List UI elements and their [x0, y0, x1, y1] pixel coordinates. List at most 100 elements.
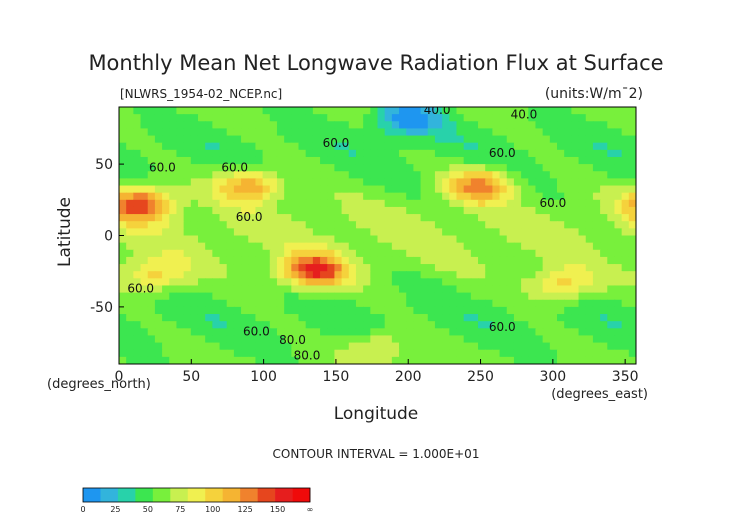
heatmap-cell	[205, 256, 213, 265]
heatmap-cell	[549, 306, 558, 315]
heatmap-cell	[133, 256, 142, 265]
heatmap-cell	[241, 199, 249, 208]
heatmap-cell	[162, 135, 170, 144]
heatmap-cell	[126, 228, 134, 237]
heatmap-cell	[600, 328, 608, 337]
heatmap-cell	[248, 328, 257, 337]
heatmap-cell	[276, 142, 285, 151]
heatmap-cell	[341, 228, 350, 237]
colorbar-tick-label: 25	[110, 505, 120, 514]
heatmap-cell	[564, 178, 572, 187]
heatmap-cell	[169, 156, 178, 165]
heatmap-cell	[470, 171, 479, 179]
heatmap-cell	[190, 214, 199, 222]
heatmap-cell	[564, 156, 572, 165]
heatmap-cell	[363, 314, 371, 322]
heatmap-cell	[269, 314, 278, 322]
heatmap-cell	[600, 206, 608, 215]
heatmap-cell	[284, 314, 292, 322]
heatmap-cell	[535, 292, 544, 301]
heatmap-cell	[355, 206, 364, 215]
heatmap-cell	[478, 199, 486, 208]
heatmap-cell	[399, 214, 407, 222]
heatmap-cell	[119, 114, 127, 122]
heatmap-cell	[513, 128, 522, 137]
heatmap-cell	[126, 235, 134, 244]
heatmap-cell	[162, 292, 170, 301]
heatmap-cell	[621, 221, 630, 229]
heatmap-cell	[212, 264, 221, 272]
heatmap-cell	[162, 249, 170, 258]
heatmap-cell	[442, 242, 450, 251]
heatmap-cell	[370, 271, 379, 279]
heatmap-cell	[126, 192, 134, 201]
heatmap-cell	[348, 285, 357, 294]
heatmap-cell	[363, 114, 371, 122]
heatmap-cell	[147, 214, 156, 222]
heatmap-cell	[269, 249, 278, 258]
heatmap-cell	[255, 149, 264, 158]
heatmap-cell	[348, 135, 357, 144]
heatmap-cell	[542, 149, 551, 158]
heatmap-cell	[542, 228, 551, 237]
heatmap-cell	[241, 264, 249, 272]
heatmap-cell	[320, 135, 328, 144]
heatmap-cell	[542, 349, 551, 358]
heatmap-cell	[528, 249, 537, 258]
heatmap-cell	[269, 199, 278, 208]
heatmap-cell	[470, 271, 479, 279]
heatmap-cell	[621, 164, 630, 172]
heatmap-cell	[571, 185, 580, 194]
heatmap-cell	[305, 292, 314, 301]
heatmap-cell	[456, 342, 465, 351]
heatmap-cell	[470, 321, 479, 329]
heatmap-cell	[248, 264, 257, 272]
heatmap-cell	[119, 228, 127, 237]
heatmap-cell	[154, 149, 163, 158]
heatmap-cell	[205, 242, 213, 251]
heatmap-cell	[183, 292, 192, 301]
heatmap-cell	[226, 199, 235, 208]
heatmap-cell	[600, 321, 608, 329]
heatmap-cell	[427, 199, 436, 208]
heatmap-cell	[420, 192, 429, 201]
heatmap-cell	[355, 306, 364, 315]
heatmap-cell	[370, 249, 379, 258]
heatmap-cell	[413, 128, 422, 137]
heatmap-cell	[492, 328, 501, 337]
heatmap-cell	[320, 221, 328, 229]
heatmap-cell	[334, 242, 343, 251]
heatmap-cell	[614, 278, 623, 287]
heatmap-cell	[607, 178, 616, 187]
heatmap-cell	[564, 142, 572, 151]
heatmap-cell	[241, 328, 249, 337]
heatmap-cell	[162, 306, 170, 315]
heatmap-cell	[549, 292, 558, 301]
heatmap-cell	[542, 342, 551, 351]
heatmap-cell	[600, 299, 608, 308]
heatmap-cell	[119, 264, 127, 272]
heatmap-cell	[363, 264, 371, 272]
contour-interval-label: CONTOUR INTERVAL = 1.000E+01	[273, 447, 480, 461]
heatmap-cell	[413, 264, 422, 272]
heatmap-cell	[269, 164, 278, 172]
heatmap-cell	[492, 149, 501, 158]
heatmap-cell	[513, 306, 522, 315]
heatmap-cell	[557, 321, 565, 329]
heatmap-cell	[312, 199, 321, 208]
heatmap-cell	[255, 292, 264, 301]
heatmap-cell	[571, 342, 580, 351]
heatmap-cell	[154, 214, 163, 222]
heatmap-cell	[478, 285, 486, 294]
heatmap-cell	[241, 171, 249, 179]
heatmap-cell	[348, 164, 357, 172]
heatmap-cell	[147, 328, 156, 337]
heatmap-cell	[169, 199, 178, 208]
heatmap-cell	[506, 228, 515, 237]
heatmap-cell	[205, 249, 213, 258]
heatmap-cell	[434, 335, 443, 344]
heatmap-cell	[384, 314, 393, 322]
heatmap-cell	[427, 192, 436, 201]
heatmap-cell	[190, 321, 199, 329]
heatmap-cell	[370, 342, 379, 351]
